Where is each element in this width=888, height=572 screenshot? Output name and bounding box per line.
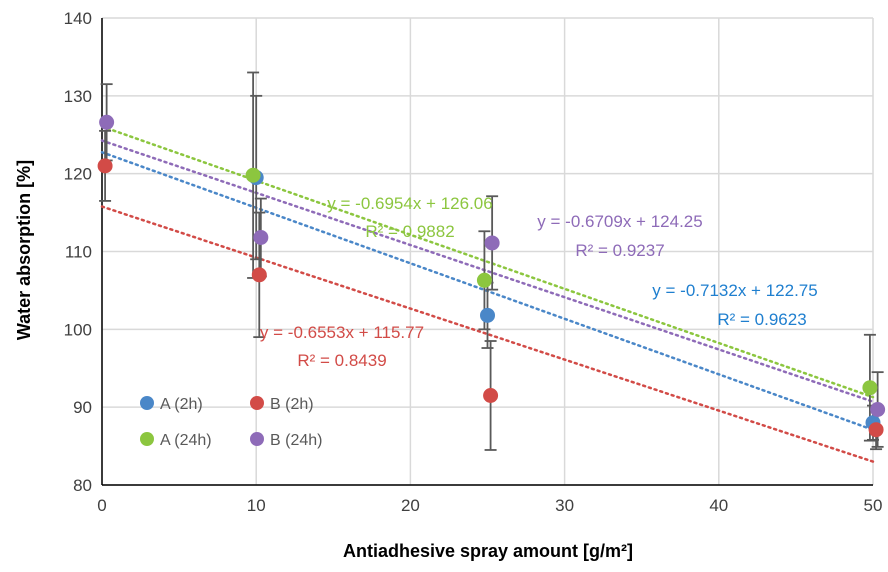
point-series-1 bbox=[868, 422, 884, 438]
legend-marker-1 bbox=[250, 396, 264, 410]
trendline-r2-0: R² = 0.9623 bbox=[717, 310, 806, 329]
y-tick-label: 100 bbox=[64, 320, 92, 339]
y-tick-label: 140 bbox=[64, 9, 92, 28]
x-tick-label: 0 bbox=[97, 496, 106, 515]
tick-labels: 0 10 20 30 40 50 80 90 100 110 120 130 140 bbox=[64, 9, 883, 515]
trendline-equation-3: y = -0.6709x + 124.25 bbox=[537, 212, 702, 231]
legend-label-2: A (24h) bbox=[160, 432, 212, 449]
legend-marker-2 bbox=[140, 432, 154, 446]
grid bbox=[101, 17, 874, 486]
y-tick-label: 80 bbox=[73, 476, 92, 495]
trendline-equation-1: y = -0.6553x + 115.77 bbox=[260, 323, 424, 342]
point-series-1 bbox=[251, 267, 267, 283]
legend-label-3: B (24h) bbox=[270, 432, 322, 449]
legend: A (2h) B (2h) A (24h) B (24h) bbox=[140, 396, 322, 449]
data-points bbox=[97, 114, 886, 438]
trendline-equation-2: y = -0.6954x + 126.06 bbox=[327, 194, 492, 213]
y-tick-label: 110 bbox=[65, 243, 92, 262]
trendline-r2-1: R² = 0.8439 bbox=[297, 351, 386, 370]
y-tick-label: 90 bbox=[73, 398, 92, 417]
trendline-equations: y = -0.7132x + 122.75 R² = 0.9623 y = -0.6… bbox=[260, 194, 818, 370]
trendline-series-2 bbox=[100, 125, 875, 399]
legend-label-1: B (2h) bbox=[270, 396, 314, 413]
y-axis-label: Water absorption [%] bbox=[14, 160, 34, 340]
point-series-2 bbox=[862, 380, 878, 396]
y-tick-label: 120 bbox=[64, 165, 92, 184]
point-series-1 bbox=[97, 158, 113, 174]
point-series-3 bbox=[870, 402, 886, 418]
trendline-r2-3: R² = 0.9237 bbox=[575, 241, 664, 260]
legend-label-0: A (2h) bbox=[160, 396, 203, 413]
x-tick-label: 10 bbox=[247, 496, 266, 515]
x-tick-label: 30 bbox=[555, 496, 574, 515]
legend-marker-0 bbox=[140, 396, 154, 410]
point-series-3 bbox=[99, 114, 115, 130]
x-axis-label: Antiadhesive spray amount [g/m²] bbox=[343, 541, 633, 561]
point-series-3 bbox=[253, 229, 269, 245]
trendline-series-3 bbox=[100, 139, 875, 403]
x-tick-label: 50 bbox=[864, 496, 883, 515]
point-series-1 bbox=[483, 387, 499, 403]
x-tick-label: 20 bbox=[401, 496, 420, 515]
y-tick-label: 130 bbox=[64, 87, 92, 106]
point-series-3 bbox=[484, 235, 500, 251]
point-series-0 bbox=[480, 307, 495, 323]
legend-marker-3 bbox=[250, 432, 264, 446]
point-series-2 bbox=[245, 167, 261, 183]
trendline-equation-0: y = -0.7132x + 122.75 bbox=[652, 281, 817, 300]
x-tick-label: 40 bbox=[709, 496, 728, 515]
trendline-r2-2: R² = 0.9882 bbox=[365, 222, 454, 241]
point-series-2 bbox=[476, 272, 492, 288]
